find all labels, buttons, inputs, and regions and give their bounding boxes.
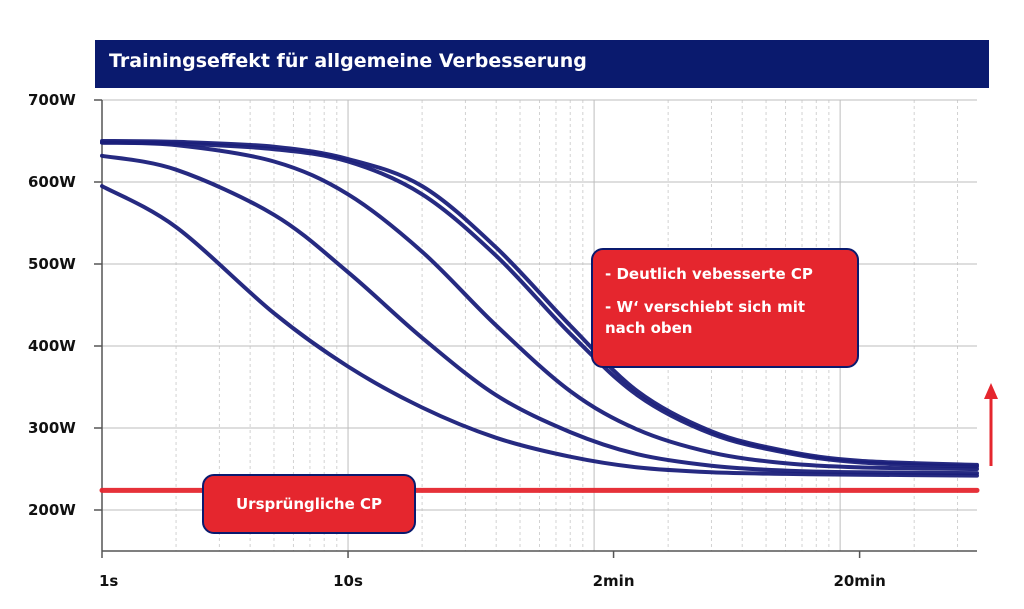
x-tick-label: 1s bbox=[99, 572, 118, 590]
x-tick-label: 20min bbox=[833, 572, 885, 590]
callout-original-text: Ursprüngliche CP bbox=[236, 495, 382, 513]
callout-improved-cp: - Deutlich vebesserte CP - W‘ verschiebt… bbox=[591, 248, 859, 368]
y-tick-labels: 200W 300W 400W 500W 600W 700W bbox=[28, 91, 102, 519]
y-tick-label: 200W bbox=[28, 501, 76, 519]
series-lines bbox=[99, 139, 980, 493]
series-line-3 bbox=[100, 140, 979, 471]
callout-original-cp: Ursprüngliche CP bbox=[202, 474, 416, 534]
x-tick-label: 2min bbox=[593, 572, 635, 590]
y-tick-label: 300W bbox=[28, 419, 76, 437]
y-tick-label: 700W bbox=[28, 91, 76, 109]
callout-line-1: - Deutlich vebesserte CP bbox=[605, 265, 813, 283]
up-arrow-icon bbox=[984, 383, 998, 466]
y-tick-label: 600W bbox=[28, 173, 76, 191]
chart-title-bar: Trainingseffekt für allgemeine Verbesser… bbox=[95, 40, 989, 88]
y-tick-label: 500W bbox=[28, 255, 76, 273]
x-tick-labels: 1s 10s 2min 20min bbox=[99, 551, 886, 590]
series-line-2 bbox=[100, 153, 979, 476]
series-line-5 bbox=[100, 140, 979, 469]
callout-line-2: - W‘ verschiebt sich mit nach oben bbox=[605, 298, 806, 337]
y-tick-label: 400W bbox=[28, 337, 76, 355]
x-tick-label: 10s bbox=[333, 572, 363, 590]
chart-title: Trainingseffekt für allgemeine Verbesser… bbox=[109, 50, 587, 72]
series-line-1 bbox=[100, 184, 979, 478]
